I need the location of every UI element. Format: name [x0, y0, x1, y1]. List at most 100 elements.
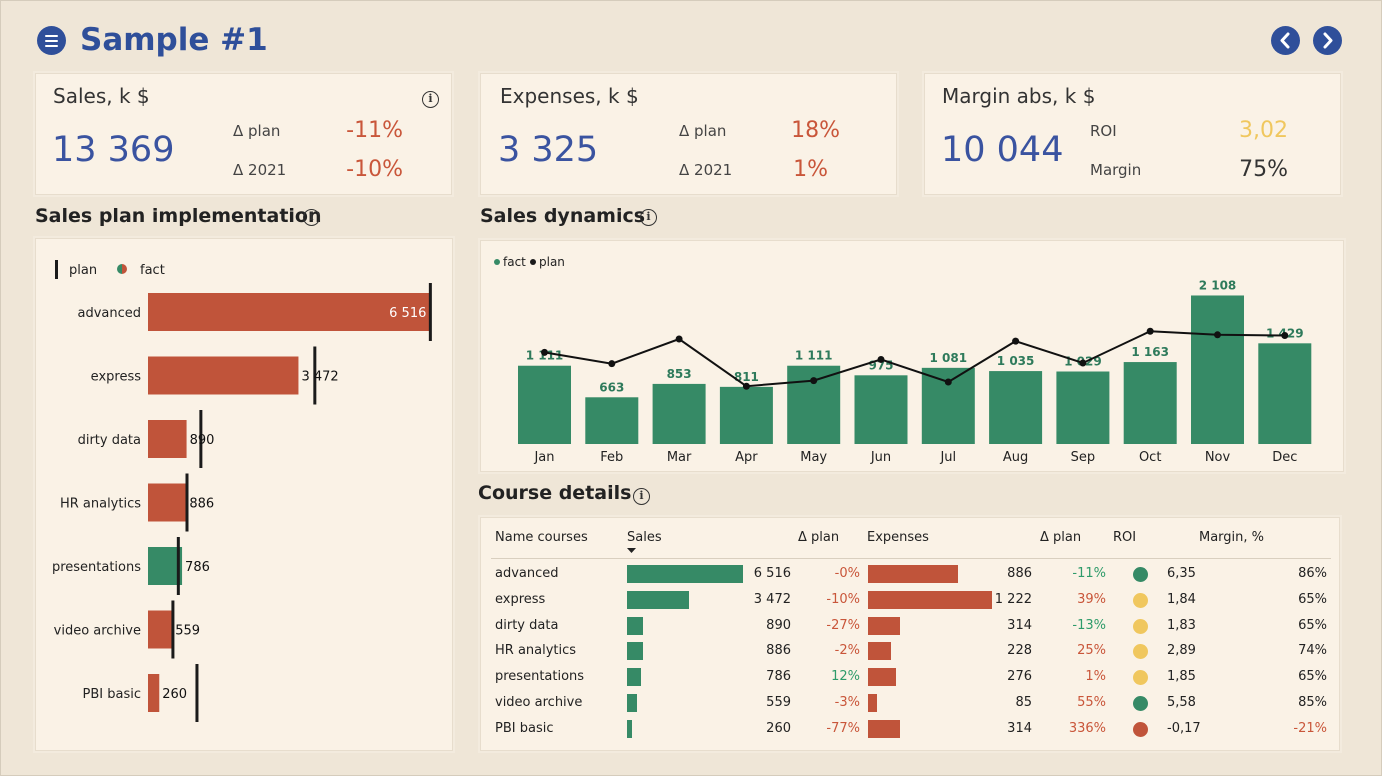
row-expenses: 886: [1007, 566, 1032, 581]
fact-bar: [1123, 362, 1177, 444]
plan-point: [541, 348, 548, 356]
sort-desc-icon: [627, 548, 636, 553]
category-label: video archive: [54, 624, 141, 639]
plan-point: [1079, 359, 1087, 367]
category-label: presentations: [52, 560, 141, 575]
fact-value-label: 1 163: [1131, 345, 1169, 359]
category-label: HR analytics: [60, 497, 141, 512]
sales-databar: [627, 616, 643, 635]
month-label: Feb: [600, 450, 623, 465]
row-expenses: 314: [1007, 720, 1032, 736]
fact-bar: [1056, 371, 1110, 444]
fact-value-label: 1 081: [930, 351, 968, 365]
plan-point: [810, 377, 818, 385]
col-header-roi[interactable]: ROI: [1113, 530, 1137, 545]
fact-bar: [854, 375, 908, 444]
row-margin: 86%: [1298, 566, 1327, 581]
info-icon[interactable]: i: [422, 91, 439, 108]
roi-indicator-icon: [1133, 592, 1148, 608]
row-name: express: [495, 591, 546, 607]
nav-forward-icon[interactable]: [1313, 26, 1342, 55]
plan-point: [742, 382, 750, 390]
kpi-delta: -10%: [346, 157, 403, 182]
roi-indicator-icon: [1133, 618, 1148, 634]
col-header-margin[interactable]: Margin, %: [1199, 530, 1265, 545]
kpi-label: Margin: [1090, 161, 1142, 179]
fact-bar: [1191, 295, 1244, 444]
col-header-delta-plan-expenses[interactable]: Δ plan: [1040, 530, 1082, 545]
info-icon[interactable]: i: [640, 209, 657, 226]
month-label: Sep: [1071, 450, 1096, 465]
kpi-roi: 3,02: [1239, 118, 1288, 143]
plan-point: [1214, 331, 1221, 339]
kpi-delta: 18%: [791, 118, 840, 143]
row-expenses: 314: [1007, 617, 1032, 633]
legend-fact-label: fact: [503, 255, 526, 269]
fact-bar: [148, 483, 187, 522]
kpi-value: 13 369: [52, 130, 175, 170]
row-name: HR analytics: [495, 643, 577, 659]
info-icon[interactable]: i: [303, 209, 320, 226]
col-header-sales[interactable]: Sales: [627, 530, 662, 545]
plan-point: [1012, 337, 1020, 345]
month-label: Jan: [533, 450, 554, 465]
fact-bar: [148, 293, 431, 331]
fact-value-label: 853: [667, 367, 692, 381]
plan-marker: [313, 346, 317, 405]
fact-value-label: 890: [190, 433, 215, 448]
kpi-delta: 1%: [793, 157, 828, 182]
row-delta-plan-expenses: 55%: [1077, 695, 1106, 710]
category-label: dirty data: [78, 433, 141, 448]
kpi-card-sales: Sales, k $ i 13 369 Δ plan -11% Δ 2021 -…: [35, 73, 452, 195]
roi-indicator-icon: [1133, 721, 1148, 737]
roi-indicator-icon: [1133, 567, 1148, 582]
roi-indicator-icon: [1133, 696, 1148, 711]
plan-point: [877, 355, 885, 363]
row-sales: 886: [766, 643, 791, 659]
sales-databar: [627, 694, 637, 712]
plan-chart: plan fact advanced 6 516 express 3 472 dirty…: [52, 260, 432, 722]
roi-indicator-icon: [1133, 644, 1148, 660]
col-header-expenses[interactable]: Expenses: [867, 530, 929, 545]
month-label: Jun: [870, 450, 891, 465]
page-title: Sample #1: [80, 22, 268, 58]
row-delta-plan-sales: -10%: [826, 591, 860, 607]
col-header-delta-plan-sales[interactable]: Δ plan: [798, 530, 840, 545]
info-icon[interactable]: i: [633, 488, 650, 505]
kpi-label: Δ 2021: [233, 161, 287, 179]
fact-bar: [518, 365, 571, 444]
fact-value-label: 260: [162, 687, 187, 702]
fact-value-label: 811: [734, 370, 759, 384]
fact-value-label: 3 472: [301, 370, 338, 385]
row-expenses: 228: [1007, 643, 1032, 659]
kpi-title: Expenses, k $: [500, 84, 639, 108]
month-label: May: [800, 450, 827, 465]
menu-icon[interactable]: [37, 26, 66, 55]
row-roi: 2,89: [1167, 643, 1196, 659]
month-label: Apr: [735, 450, 758, 465]
row-roi: 1,84: [1167, 591, 1196, 607]
row-delta-plan-sales: 12%: [831, 669, 860, 685]
course-table-card: Name courses Sales Δ plan Expenses Δ pla…: [480, 517, 1340, 751]
fact-bar: [148, 547, 183, 585]
legend-fact-marker-green: [117, 264, 122, 274]
row-delta-plan-expenses: 1%: [1085, 669, 1106, 685]
row-sales: 6 516: [753, 566, 791, 581]
kpi-value: 3 325: [498, 130, 599, 170]
kpi-card-expenses: Expenses, k $ 3 325 Δ plan 18% Δ 2021 1%: [480, 73, 897, 195]
row-expenses: 276: [1007, 669, 1032, 685]
nav-back-icon[interactable]: [1271, 26, 1300, 55]
row-expenses: 85: [1015, 695, 1032, 710]
month-label: Aug: [1003, 450, 1028, 465]
header-divider: [491, 558, 1331, 559]
fact-value-label: 2 108: [1199, 278, 1237, 292]
row-delta-plan-expenses: 39%: [1077, 591, 1106, 607]
col-header-name[interactable]: Name courses: [495, 530, 588, 545]
kpi-label: Δ plan: [233, 122, 281, 140]
category-label: advanced: [77, 306, 141, 321]
plan-point: [1146, 327, 1154, 335]
fact-value-label: 886: [189, 497, 214, 512]
month-label: Oct: [1139, 450, 1161, 465]
plan-marker: [199, 410, 203, 468]
row-delta-plan-sales: -2%: [834, 643, 860, 659]
